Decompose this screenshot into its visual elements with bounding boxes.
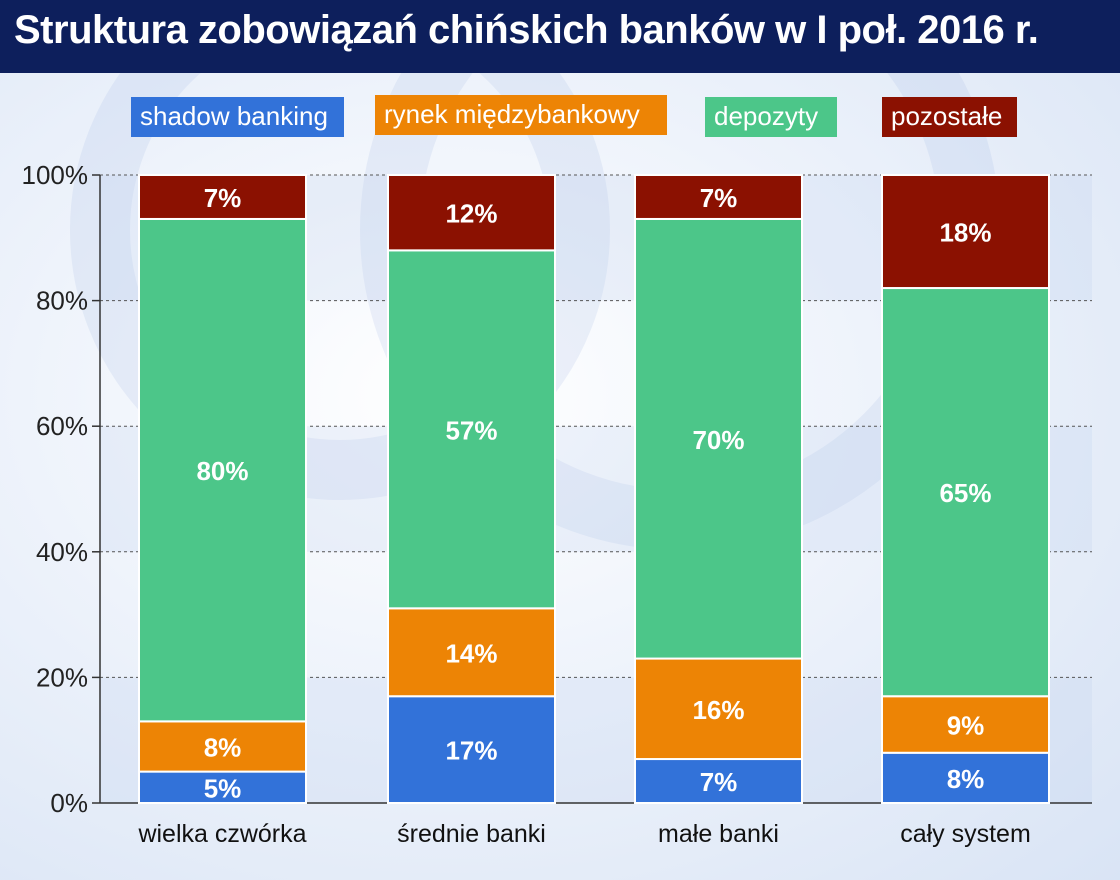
- data-label: 57%: [445, 415, 497, 445]
- data-label: 17%: [445, 736, 497, 766]
- legend-depozyty: depozyty: [705, 97, 837, 137]
- bar-segment: [881, 174, 1050, 290]
- y-tick-label: 20%: [36, 662, 88, 692]
- bar-segment: [387, 607, 556, 698]
- x-category-label: małe banki: [658, 820, 779, 848]
- x-category-label: cały system: [900, 820, 1031, 848]
- data-label: 18%: [939, 218, 991, 248]
- y-tick-label: 0%: [50, 788, 88, 818]
- bar-segment: [881, 695, 1050, 754]
- data-label: 12%: [445, 199, 497, 229]
- data-label: 14%: [445, 638, 497, 668]
- chart-title: Struktura zobowiązań chińskich banków w …: [14, 8, 1039, 52]
- y-tick-label: 40%: [36, 537, 88, 567]
- data-label: 9%: [947, 711, 985, 741]
- legend-rynek-miedzybankowy: rynek międzybankowy: [375, 95, 667, 135]
- legend-pozostale: pozostałe: [882, 97, 1017, 137]
- data-label: 5%: [204, 773, 242, 803]
- bar-segment: [387, 695, 556, 804]
- bar-segment: [634, 174, 803, 220]
- legend-shadow-banking: shadow banking: [131, 97, 344, 137]
- title-bar: Struktura zobowiązań chińskich banków w …: [0, 0, 1120, 73]
- bar-segment: [387, 249, 556, 610]
- data-label: 8%: [204, 732, 242, 762]
- data-label: 65%: [939, 478, 991, 508]
- bar-segment: [634, 758, 803, 804]
- data-label: 16%: [692, 695, 744, 725]
- data-label: 7%: [700, 183, 738, 213]
- bar-segment: [138, 770, 307, 804]
- y-tick-label: 80%: [36, 286, 88, 316]
- bar-segment: [881, 287, 1050, 698]
- y-tick-label: 60%: [36, 411, 88, 441]
- data-label: 80%: [196, 456, 248, 486]
- data-label: 8%: [947, 764, 985, 794]
- x-category-label: średnie banki: [397, 820, 546, 848]
- data-label: 7%: [700, 767, 738, 797]
- bar-segment: [387, 174, 556, 252]
- data-label: 7%: [204, 183, 242, 213]
- x-category-label: wielka czwórka: [137, 820, 306, 848]
- bar-segment: [138, 174, 307, 220]
- bar-segment: [138, 720, 307, 773]
- y-tick-label: 100%: [22, 160, 89, 190]
- data-label: 70%: [692, 425, 744, 455]
- bar-segment: [138, 217, 307, 723]
- bar-segment: [634, 217, 803, 660]
